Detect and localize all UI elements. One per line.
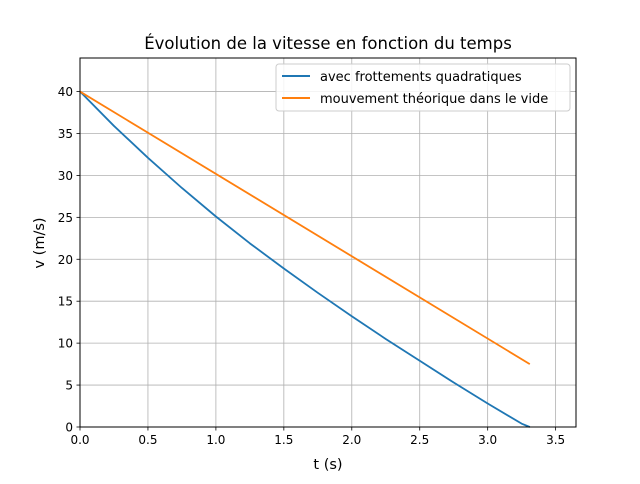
y-axis-label: v (m/s) [32, 217, 48, 268]
x-tick-label: 2.0 [342, 433, 361, 447]
legend-box [275, 63, 571, 112]
y-tick-label: 35 [58, 127, 73, 141]
series-layer [79, 90, 531, 428]
y-tick-label: 15 [58, 295, 73, 309]
x-tick-label: 2.5 [410, 433, 429, 447]
legend-label-vacuum: mouvement théorique dans le vide [320, 92, 548, 107]
x-axis-label: t (s) [313, 457, 342, 473]
x-tick-label: 1.5 [274, 433, 293, 447]
y-tick-label: 5 [65, 379, 73, 393]
x-tick-label: 1.0 [206, 433, 225, 447]
chart-title: Évolution de la vitesse en fonction du t… [144, 34, 512, 53]
legend: avec frottements quadratiques mouvement … [275, 63, 571, 112]
series-line-vacuum [79, 90, 531, 365]
x-tick-label: 3.0 [478, 433, 497, 447]
y-tick-label: 25 [58, 211, 73, 225]
y-tick-label: 40 [58, 85, 73, 99]
ticks: 0.0 0.5 1.0 1.5 2.0 2.5 3.0 3.5 0 5 10 15 20 25 30 35 40 [58, 85, 565, 447]
y-tick-label: 0 [65, 421, 73, 435]
series-line-friction [79, 90, 531, 428]
plot-frame [79, 57, 577, 428]
x-tick-label: 0.5 [138, 433, 157, 447]
y-tick-label: 30 [58, 169, 73, 183]
legend-label-friction: avec frottements quadratiques [320, 70, 522, 85]
x-tick-label: 0.0 [70, 433, 89, 447]
y-tick-label: 10 [58, 337, 73, 351]
x-tick-label: 3.5 [546, 433, 565, 447]
y-tick-label: 20 [58, 253, 73, 267]
